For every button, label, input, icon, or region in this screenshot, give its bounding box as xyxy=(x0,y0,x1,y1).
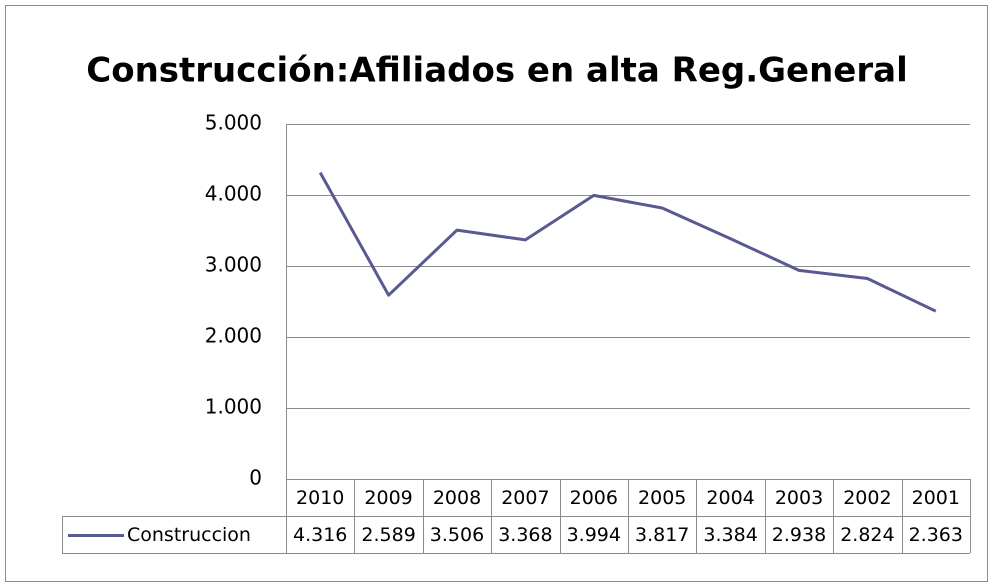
x-tick-label: 2001 xyxy=(912,487,960,509)
x-tick-label: 2004 xyxy=(706,487,754,509)
x-tick-label: 2009 xyxy=(364,487,412,509)
x-tick-label: 2005 xyxy=(638,487,686,509)
chart-title: Construcción:Afiliados en alta Reg.Gener… xyxy=(86,51,907,91)
x-tick-label: 2007 xyxy=(501,487,549,509)
x-tick-label: 2006 xyxy=(570,487,618,509)
data-table-value: 3.384 xyxy=(703,524,757,546)
data-table-value: 2.589 xyxy=(361,524,415,546)
x-tick-label: 2010 xyxy=(296,487,344,509)
data-table-value: 3.506 xyxy=(430,524,484,546)
data-table-value: 2.824 xyxy=(840,524,894,546)
chart-border xyxy=(5,5,988,582)
legend-label: Construccion xyxy=(127,524,251,546)
x-tick-label: 2008 xyxy=(433,487,481,509)
y-tick-label: 4.000 xyxy=(205,182,262,206)
y-tick-label: 1.000 xyxy=(205,395,262,419)
y-tick-label: 0 xyxy=(249,466,262,490)
series-line xyxy=(318,171,937,313)
x-tick-label: 2003 xyxy=(775,487,823,509)
data-table-value: 2.938 xyxy=(772,524,826,546)
data-table-value: 3.994 xyxy=(567,524,621,546)
y-tick-label: 3.000 xyxy=(205,253,262,277)
y-tick-label: 5.000 xyxy=(205,111,262,135)
data-table-value: 4.316 xyxy=(293,524,347,546)
data-table-value: 3.817 xyxy=(635,524,689,546)
y-tick-label: 2.000 xyxy=(205,324,262,348)
data-table-value: 3.368 xyxy=(498,524,552,546)
data-table-value: 2.363 xyxy=(909,524,963,546)
x-tick-label: 2002 xyxy=(843,487,891,509)
